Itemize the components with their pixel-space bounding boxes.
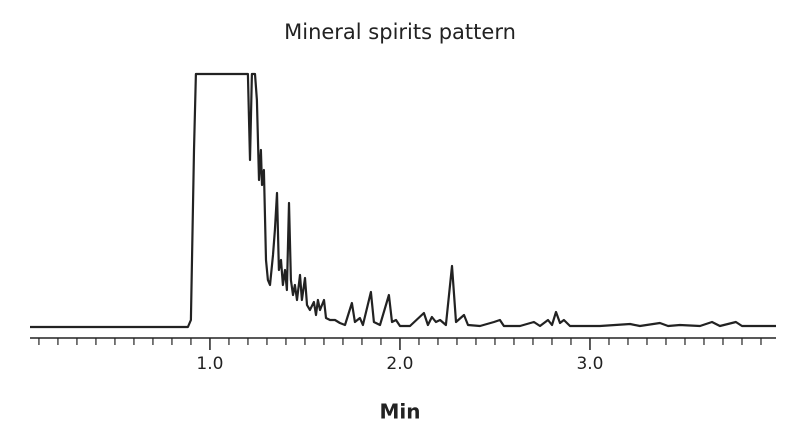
chart-title: Mineral spirits pattern (284, 20, 516, 44)
x-axis-label: Min (380, 400, 421, 424)
x-tick-label: 3.0 (576, 354, 603, 374)
x-tick-label: 2.0 (386, 354, 413, 374)
chromatogram-line (30, 72, 776, 329)
x-tick-label: 1.0 (196, 354, 223, 374)
